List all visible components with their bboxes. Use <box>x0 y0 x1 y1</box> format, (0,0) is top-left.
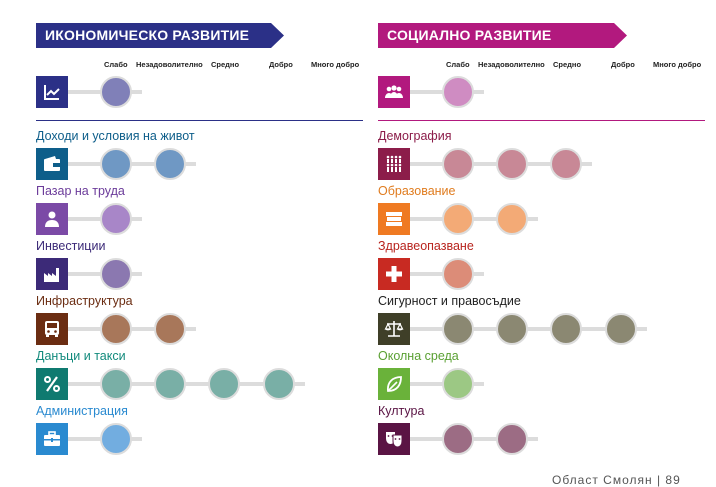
indicator-label: Демография <box>378 129 452 143</box>
rating-dot <box>442 258 474 290</box>
rating-dot <box>496 313 528 345</box>
scale-label-weak: Слабо <box>104 60 128 69</box>
indicator-label: Доходи и условия на живот <box>36 129 195 143</box>
scale-label-very-good: Много добро <box>311 60 360 69</box>
indicator-label: Данъци и такси <box>36 349 126 363</box>
rating-dot <box>100 423 132 455</box>
people-icon <box>378 76 410 108</box>
bus-icon <box>36 313 68 345</box>
indicator-label: Администрация <box>36 404 128 418</box>
indicator-label: Образование <box>378 184 456 198</box>
indicator-label: Инфраструктура <box>36 294 133 308</box>
rating-track <box>410 437 538 441</box>
indicator-label: Култура <box>378 404 425 418</box>
health-cross-icon <box>378 258 410 290</box>
social-divider <box>378 120 705 121</box>
rating-dot <box>442 76 474 108</box>
rating-dot <box>496 148 528 180</box>
rating-dot <box>100 313 132 345</box>
rating-dot <box>100 258 132 290</box>
rating-track <box>68 162 196 166</box>
indicator-label: Околна среда <box>378 349 459 363</box>
rating-dot <box>442 423 474 455</box>
rating-dot <box>154 368 186 400</box>
rating-dot <box>100 76 132 108</box>
population-icon <box>378 148 410 180</box>
social-development-header: СОЦИАЛНО РАЗВИТИЕ <box>378 23 627 48</box>
rating-track <box>410 327 647 331</box>
rating-dot <box>154 148 186 180</box>
rating-dot <box>100 148 132 180</box>
rating-dot <box>442 203 474 235</box>
scale-label-very-good: Много добро <box>653 60 702 69</box>
scale-label-good: Добро <box>611 60 635 69</box>
rating-dot <box>442 313 474 345</box>
rating-dot <box>550 313 582 345</box>
rating-dot <box>100 368 132 400</box>
rating-dot <box>442 368 474 400</box>
scale-label-average: Средно <box>211 60 240 69</box>
economic-development-header: ИКОНОМИЧЕСКО РАЗВИТИЕ <box>36 23 284 48</box>
page-footer: Област Смолян | 89 <box>552 473 681 487</box>
rating-dot <box>263 368 295 400</box>
leaf-icon <box>378 368 410 400</box>
scale-label-unsatisfactory: Незадоволително <box>136 60 203 69</box>
rating-track <box>68 382 305 386</box>
scale-label-unsatisfactory: Незадоволително <box>478 60 545 69</box>
masks-icon <box>378 423 410 455</box>
rating-dot <box>100 203 132 235</box>
rating-dot <box>550 148 582 180</box>
rating-track <box>410 217 538 221</box>
briefcase-icon <box>36 423 68 455</box>
rating-dot <box>208 368 240 400</box>
rating-dot <box>154 313 186 345</box>
books-icon <box>378 203 410 235</box>
line-chart-icon <box>36 76 68 108</box>
rating-dot <box>442 148 474 180</box>
scale-label-good: Добро <box>269 60 293 69</box>
indicator-label: Инвестиции <box>36 239 106 253</box>
scales-icon <box>378 313 410 345</box>
indicator-label: Здравеопазване <box>378 239 474 253</box>
rating-dot <box>496 203 528 235</box>
worker-icon <box>36 203 68 235</box>
rating-dot <box>496 423 528 455</box>
wallet-icon <box>36 148 68 180</box>
indicator-label: Пазар на труда <box>36 184 125 198</box>
economic-divider <box>36 120 363 121</box>
scale-label-weak: Слабо <box>446 60 470 69</box>
factory-icon <box>36 258 68 290</box>
percent-icon <box>36 368 68 400</box>
indicator-label: Сигурност и правосъдие <box>378 294 521 308</box>
rating-track <box>68 327 196 331</box>
scale-label-average: Средно <box>553 60 582 69</box>
rating-dot <box>605 313 637 345</box>
